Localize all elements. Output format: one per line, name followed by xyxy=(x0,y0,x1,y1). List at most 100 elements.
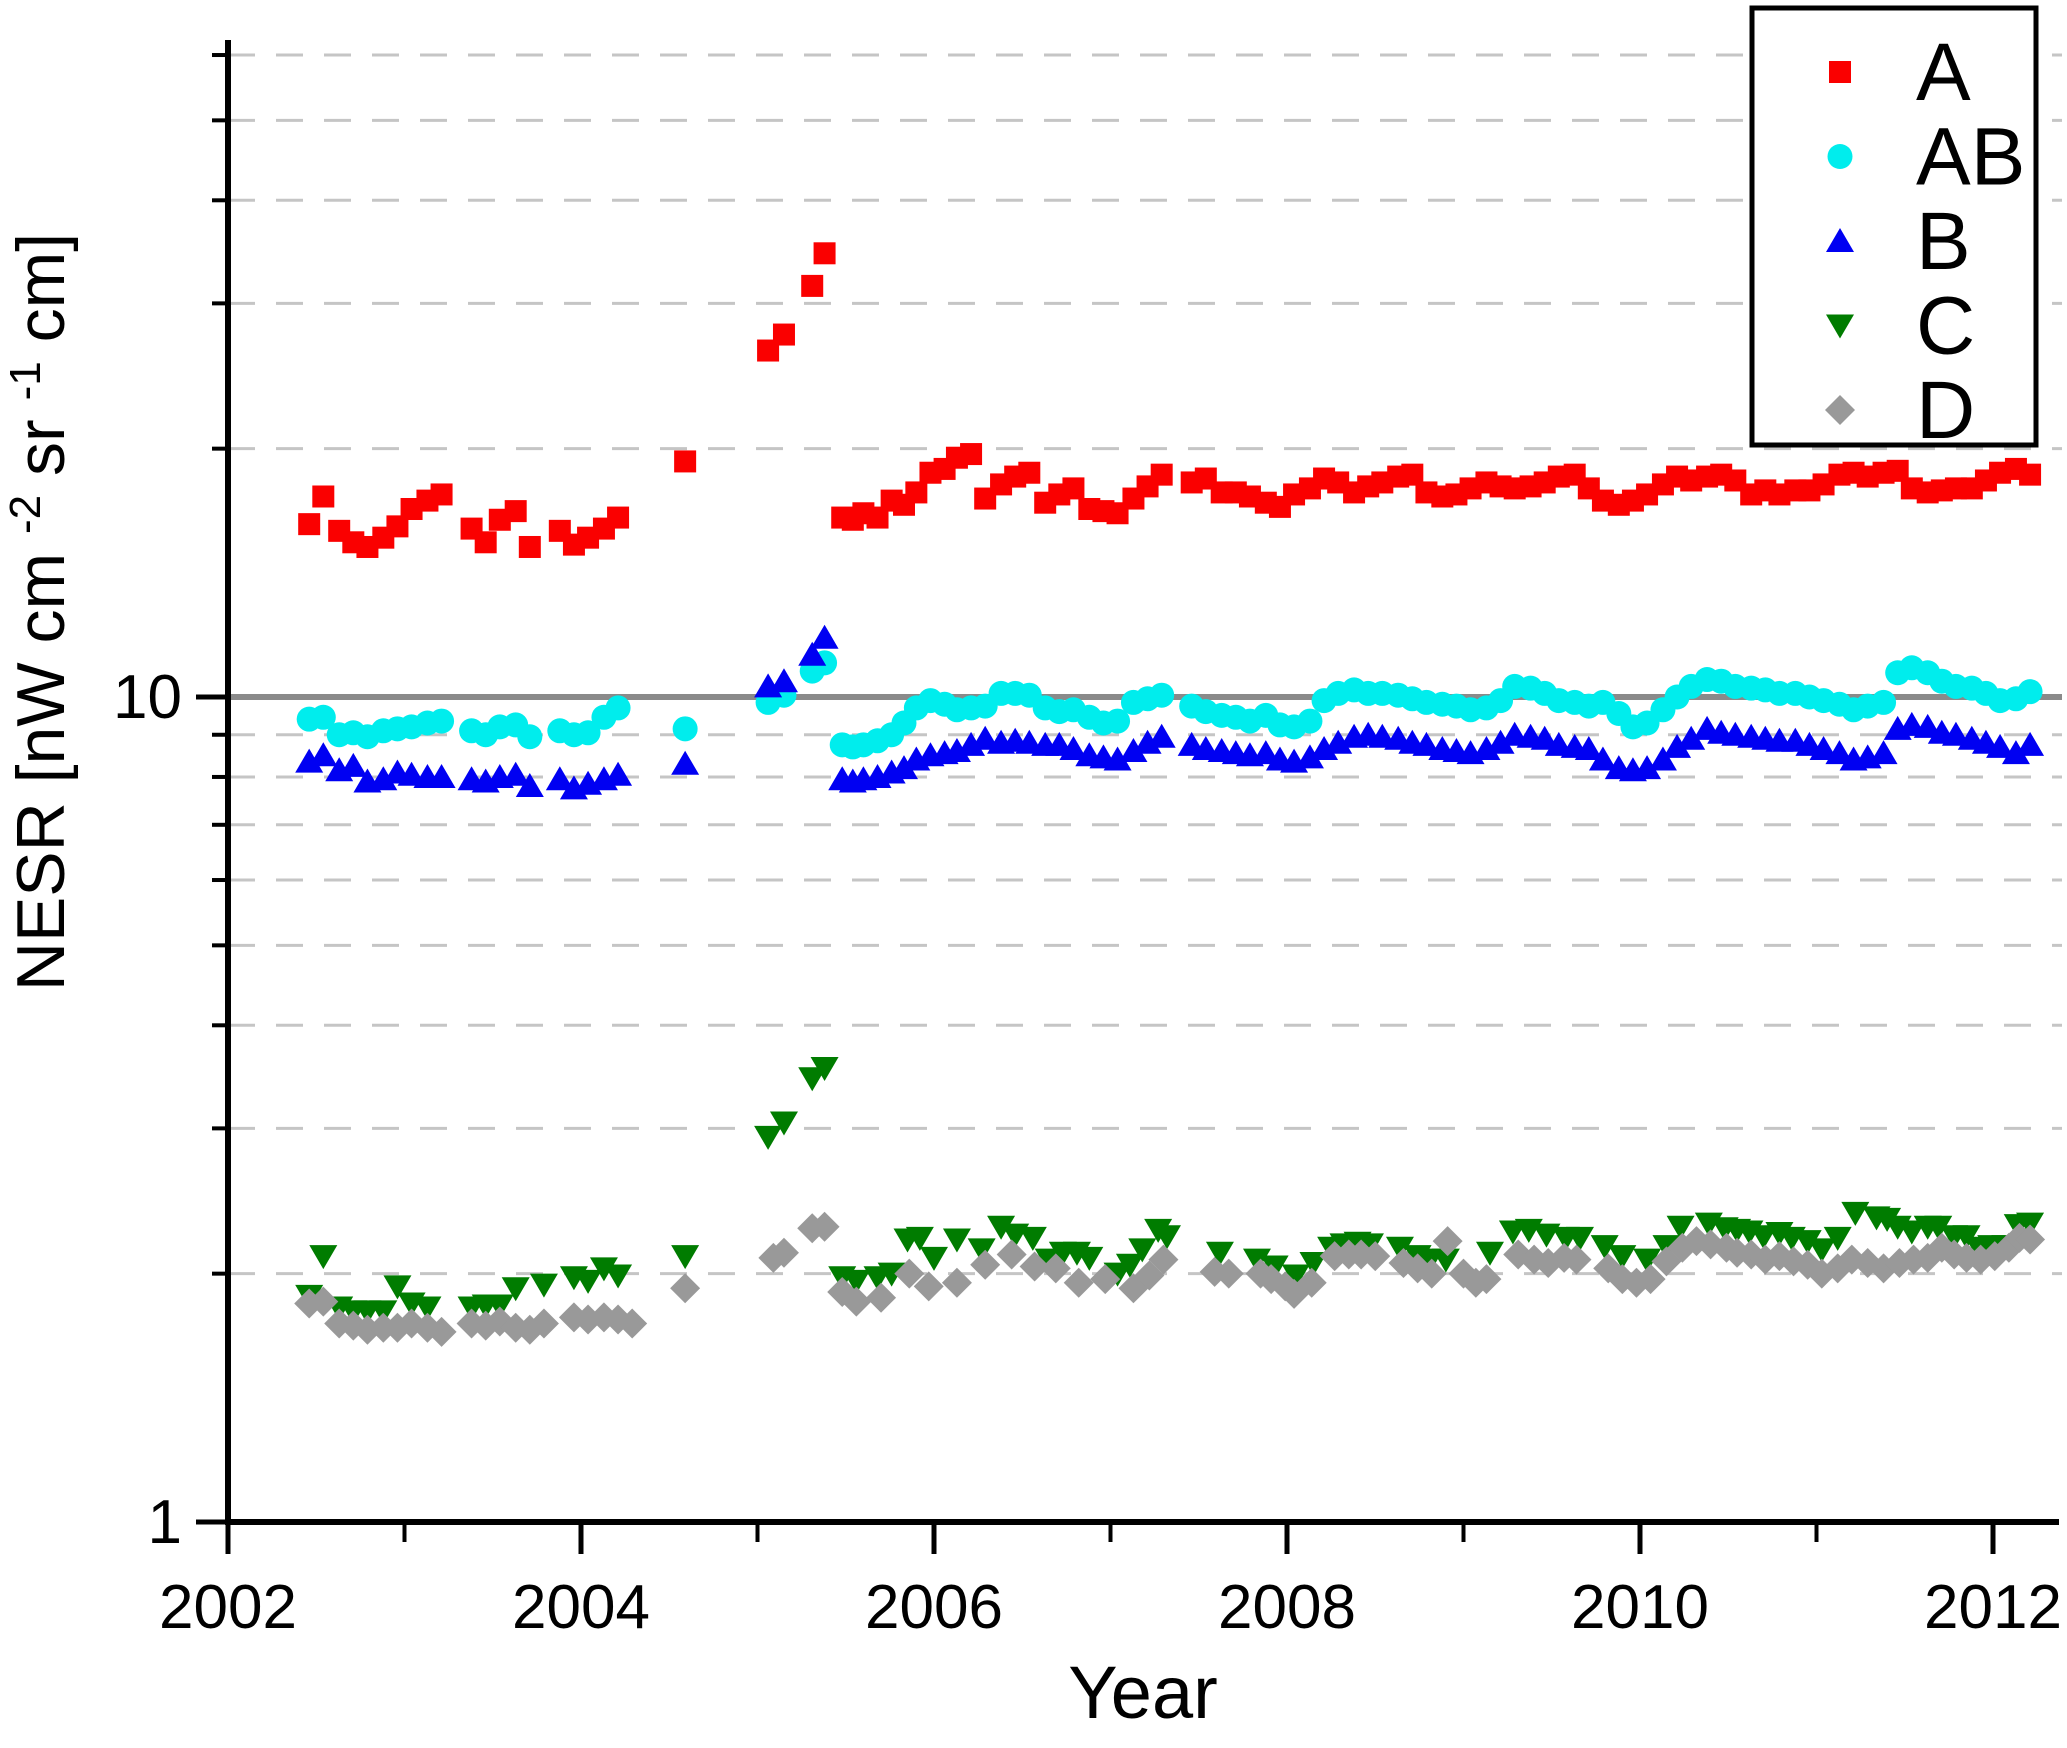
data-point xyxy=(1590,1235,1619,1260)
data-point xyxy=(427,763,456,788)
data-point xyxy=(1355,1233,1384,1258)
data-point xyxy=(1152,1225,1181,1250)
y-axis-title-part: sr xyxy=(3,419,79,476)
data-point xyxy=(1897,1220,1926,1245)
data-point xyxy=(1205,1241,1234,1266)
data-point xyxy=(1471,1264,1502,1295)
data-point xyxy=(1886,459,1909,482)
data-point xyxy=(1633,755,1662,780)
series-B xyxy=(295,624,2045,800)
y-axis-title-sup: -2 xyxy=(1,495,50,534)
legend-entry-A: A xyxy=(1829,27,1971,118)
data-point xyxy=(1103,1262,1132,1287)
data-point xyxy=(369,1300,398,1325)
legend-label-C: C xyxy=(1916,281,1975,372)
data-point xyxy=(1242,1248,1271,1273)
data-point xyxy=(1213,1258,1244,1289)
data-point xyxy=(1941,721,1970,746)
data-point xyxy=(866,506,889,529)
data-point xyxy=(1128,1238,1157,1263)
data-point xyxy=(518,535,541,558)
data-point xyxy=(842,1269,871,1294)
data-point xyxy=(1105,708,1131,734)
data-point xyxy=(671,1245,700,1270)
data-point xyxy=(529,1273,558,1298)
data-point xyxy=(1793,1230,1822,1255)
data-point xyxy=(754,1125,783,1150)
y-axis-title-sup: -1 xyxy=(1,361,50,400)
data-point xyxy=(1871,689,1897,715)
data-point xyxy=(768,1237,799,1268)
data-point xyxy=(970,1249,1001,1280)
data-point xyxy=(605,695,631,721)
data-point xyxy=(1431,1248,1460,1273)
x-axis-title: Year xyxy=(1068,1651,1218,1734)
data-point xyxy=(1310,735,1339,760)
data-point xyxy=(1149,682,1175,708)
data-point xyxy=(1148,1244,1179,1275)
data-point xyxy=(971,725,1000,750)
data-point xyxy=(1825,740,1854,765)
data-point xyxy=(813,242,836,265)
data-point xyxy=(501,761,530,786)
data-point xyxy=(2019,463,2042,486)
data-point xyxy=(769,668,798,693)
data-series-layer xyxy=(294,242,2046,1347)
axes-and-ticks xyxy=(196,40,2059,1554)
data-point xyxy=(1827,144,1853,169)
data-point xyxy=(604,1264,633,1289)
x-tick-label-2006: 2006 xyxy=(865,1573,1003,1642)
data-point xyxy=(1677,725,1706,750)
legend-label-B: B xyxy=(1916,196,1971,287)
data-point xyxy=(877,1262,906,1287)
x-tick-label-2008: 2008 xyxy=(1218,1573,1356,1642)
data-point xyxy=(809,1211,840,1242)
data-point xyxy=(1565,1226,1594,1251)
data-point xyxy=(987,1215,1016,1240)
data-point xyxy=(769,1111,798,1136)
data-point xyxy=(1472,735,1501,760)
data-point xyxy=(1090,1264,1121,1295)
axis-labels: 1 10 2002 2004 2006 2008 2010 2012 Year … xyxy=(0,233,2062,1734)
data-point xyxy=(1063,1267,1094,1298)
x-tick-label-2012: 2012 xyxy=(1924,1573,2062,1642)
data-point xyxy=(383,1275,412,1300)
y-axis-title: NESR [nW cm -2 sr -1 cm] xyxy=(0,233,79,991)
data-point xyxy=(1260,1255,1289,1280)
data-point xyxy=(957,731,986,756)
data-point xyxy=(1103,746,1132,771)
data-point xyxy=(1133,729,1162,754)
data-point xyxy=(413,1296,442,1321)
data-point xyxy=(1432,1226,1463,1257)
data-point xyxy=(1826,314,1854,339)
data-point xyxy=(920,1246,948,1271)
data-point xyxy=(574,1269,603,1294)
data-point xyxy=(1401,463,1424,486)
data-point xyxy=(670,1273,701,1304)
data-point xyxy=(1530,725,1559,750)
data-point xyxy=(1825,395,1855,425)
data-point xyxy=(772,323,795,346)
x-tick-label-2004: 2004 xyxy=(512,1573,650,1642)
legend-entry-C: C xyxy=(1826,281,1975,372)
data-point xyxy=(1663,733,1692,758)
data-point xyxy=(960,443,983,466)
data-point xyxy=(1075,1246,1104,1271)
data-point xyxy=(1486,729,1515,754)
x-tick-label-2002: 2002 xyxy=(159,1573,297,1642)
data-point xyxy=(1416,1258,1447,1289)
data-point xyxy=(1986,733,2015,758)
data-point xyxy=(1532,1223,1561,1248)
data-point xyxy=(386,515,409,538)
data-point xyxy=(1119,738,1148,763)
data-point xyxy=(517,724,543,750)
data-point xyxy=(1475,1241,1504,1266)
data-point xyxy=(295,748,324,773)
data-point xyxy=(589,1257,618,1282)
data-point xyxy=(504,500,527,523)
data-point xyxy=(474,531,497,554)
data-point xyxy=(967,1238,996,1263)
data-point xyxy=(810,1057,839,1082)
data-point xyxy=(905,1226,934,1251)
data-point xyxy=(339,752,368,777)
